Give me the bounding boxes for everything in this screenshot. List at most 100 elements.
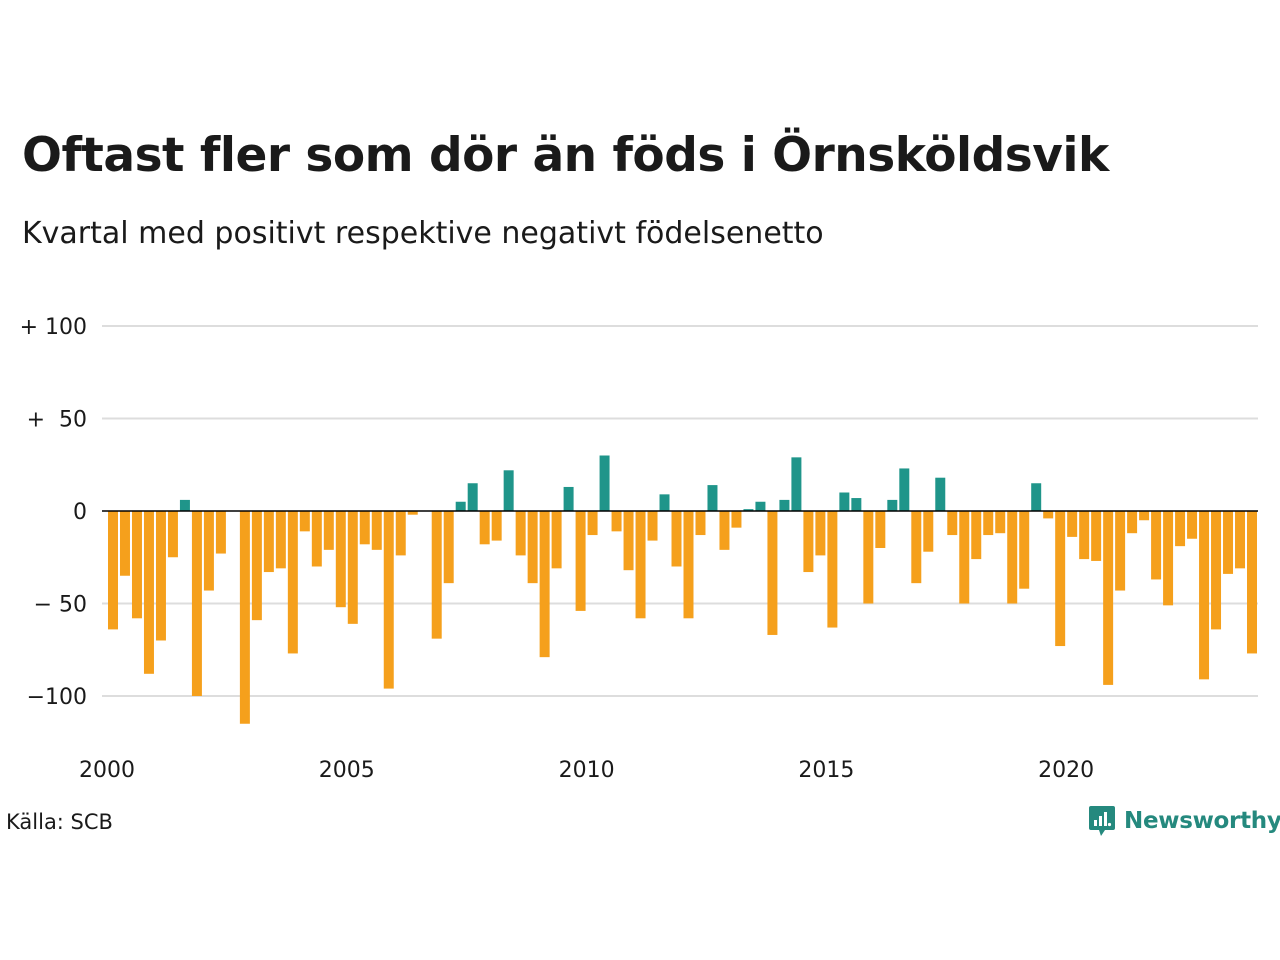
bar-2001K3: [179, 499, 190, 511]
bar-2004K2: [311, 511, 322, 567]
bar-2020K3: [1091, 511, 1102, 561]
bar-2009K2: [551, 511, 562, 569]
bar-2014K1: [779, 499, 790, 511]
bar-2003K2: [263, 511, 274, 573]
bar-2001K2: [167, 511, 178, 558]
bar-2018K2: [983, 511, 994, 536]
bar-2022K2: [1175, 511, 1186, 547]
bar-2023K4: [1247, 511, 1257, 654]
bar-2015K3: [851, 498, 862, 511]
bar-2018K3: [995, 511, 1006, 534]
bar-2010K4: [623, 511, 634, 571]
bar-2007K2: [455, 501, 466, 511]
bar-2005K4: [383, 511, 394, 689]
bar-2021K1: [1115, 511, 1126, 591]
bar-2022K4: [1199, 511, 1210, 680]
bar-2020K1: [1067, 511, 1078, 537]
bar-2009K1: [539, 511, 550, 658]
bar-2002K4: [239, 511, 250, 724]
bar-2013K3: [755, 501, 766, 511]
x-tick-label: 2005: [319, 758, 375, 783]
bar-2023K2: [1223, 511, 1234, 574]
bar-2012K3: [707, 485, 718, 511]
bar-2005K3: [371, 511, 382, 550]
bar-2007K3: [467, 483, 478, 511]
bar-2004K1: [299, 511, 310, 532]
bar-2019K1: [1019, 511, 1030, 589]
bar-2012K1: [683, 511, 694, 619]
chart-subtitle: Kvartal med positivt respektive negativt…: [22, 216, 824, 251]
bar-2016K2: [887, 499, 898, 511]
bar-2000K4: [143, 511, 154, 674]
x-tick-label: 2015: [798, 758, 854, 783]
bar-2010K1: [587, 511, 598, 536]
bar-2021K2: [1127, 511, 1138, 534]
bar-2000K3: [131, 511, 142, 619]
bar-2006K4: [431, 511, 442, 639]
bar-2016K4: [911, 511, 922, 584]
bar-2009K4: [575, 511, 586, 611]
bar-2017K2: [935, 477, 946, 511]
x-tick-label: 2000: [79, 758, 135, 783]
brand-logo: Newsworthy: [1088, 804, 1280, 838]
bar-2023K1: [1211, 511, 1222, 630]
bar-2005K1: [347, 511, 358, 624]
bar-2022K1: [1163, 511, 1174, 606]
y-tick-label: 0: [73, 500, 87, 525]
bar-2008K4: [527, 511, 538, 584]
y-tick-label: − 50: [34, 593, 87, 618]
bar-2011K1: [635, 511, 646, 619]
bar-2012K4: [719, 511, 730, 550]
bar-2022K3: [1187, 511, 1198, 539]
bar-2014K4: [815, 511, 826, 556]
bar-2018K4: [1007, 511, 1018, 604]
bar-2007K4: [479, 511, 490, 545]
bar-2011K3: [659, 494, 670, 511]
chart-title: Oftast fler som dör än föds i Örnsköldsv…: [22, 128, 1109, 183]
bar-2017K3: [947, 511, 958, 536]
x-tick-label: 2020: [1038, 758, 1094, 783]
bar-2002K1: [203, 511, 214, 591]
bar-2003K1: [251, 511, 262, 621]
bar-2006K2: [407, 511, 418, 515]
bar-2013K2: [743, 509, 754, 511]
bar-2020K2: [1079, 511, 1090, 560]
bar-2016K1: [875, 511, 886, 548]
bar-2007K1: [443, 511, 454, 584]
bar-2017K1: [923, 511, 934, 552]
bar-2010K2: [599, 455, 610, 511]
bar-2014K3: [803, 511, 814, 573]
bar-2017K4: [959, 511, 970, 604]
bar-2021K4: [1151, 511, 1162, 580]
newsworthy-logo-icon: [1089, 806, 1115, 836]
bar-2008K1: [491, 511, 502, 541]
bar-2005K2: [359, 511, 370, 545]
y-tick-label: −100: [27, 685, 87, 710]
x-tick-label: 2010: [559, 758, 615, 783]
bar-2016K3: [899, 468, 910, 511]
bar-2011K4: [671, 511, 682, 567]
bar-2000K2: [119, 511, 130, 576]
bar-2001K1: [155, 511, 166, 641]
x-axis-ticks: 2000 2005 2010 2015 2020: [79, 758, 1094, 783]
bar-2015K4: [863, 511, 874, 604]
bar-2023K3: [1235, 511, 1246, 569]
bar-2020K4: [1103, 511, 1114, 685]
bar-2006K1: [395, 511, 406, 556]
bar-2002K2: [215, 511, 226, 554]
bar-2021K3: [1139, 511, 1150, 521]
bars: [108, 455, 1257, 724]
bar-2003K4: [287, 511, 298, 654]
bar-2009K3: [563, 486, 574, 511]
bar-2008K3: [515, 511, 526, 556]
bar-2004K3: [323, 511, 334, 550]
bar-2013K4: [767, 511, 778, 635]
bar-2019K3: [1043, 511, 1054, 519]
bar-2001K4: [191, 511, 202, 696]
bar-2014K2: [791, 457, 802, 511]
bar-2003K3: [275, 511, 286, 569]
y-tick-label: + 50: [27, 408, 87, 433]
bar-2008K2: [503, 470, 514, 511]
bar-2004K4: [335, 511, 346, 608]
bar-2011K2: [647, 511, 658, 541]
